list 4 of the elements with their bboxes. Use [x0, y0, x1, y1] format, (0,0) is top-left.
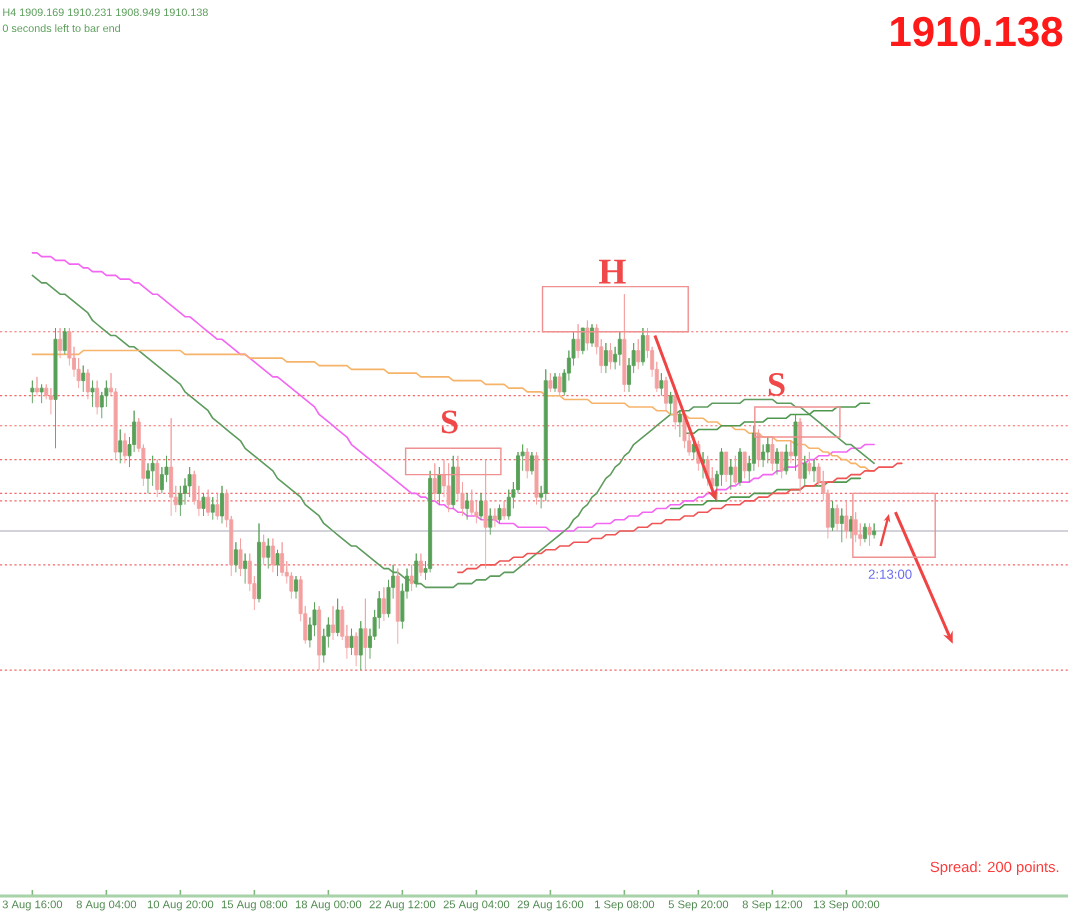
text: 1910.138: [891, 16, 1063, 47]
annotation: S: [768, 372, 785, 396]
annotation: S: [441, 410, 458, 434]
text: H: [598, 259, 626, 284]
